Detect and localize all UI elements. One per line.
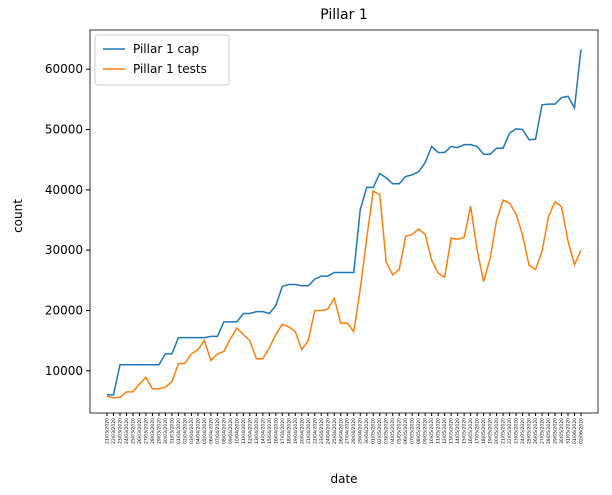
legend-label: Pillar 1 tests <box>133 62 207 76</box>
x-tick-label: 23/03/2020 <box>117 418 123 444</box>
x-tick-label: 26/05/2020 <box>533 418 539 444</box>
legend-label: Pillar 1 cap <box>133 42 199 56</box>
x-tick-label: 07/04/2020 <box>215 418 221 444</box>
x-tick-label: 06/04/2020 <box>208 418 214 444</box>
x-tick-label: 24/05/2020 <box>520 418 526 444</box>
x-tick-label: 26/04/2020 <box>338 418 344 444</box>
x-tick-label: 03/04/2020 <box>189 418 195 444</box>
x-tick-label: 20/04/2020 <box>299 418 305 444</box>
y-tick-label: 20000 <box>45 303 83 317</box>
x-tick-label: 21/03/2020 <box>105 418 111 444</box>
y-tick-label: 40000 <box>45 183 83 197</box>
x-tick-label: 30/03/2020 <box>163 418 169 444</box>
x-tick-label: 05/04/2020 <box>202 418 208 444</box>
x-tick-label: 23/05/2020 <box>514 418 520 444</box>
x-tick-label: 20/05/2020 <box>494 418 500 444</box>
x-tick-label: 11/05/2020 <box>436 418 442 444</box>
x-tick-label: 13/04/2020 <box>254 418 260 444</box>
x-tick-label: 27/05/2020 <box>540 418 546 444</box>
x-tick-label: 14/05/2020 <box>455 418 461 444</box>
x-tick-label: 28/05/2020 <box>546 418 552 444</box>
x-tick-label: 29/05/2020 <box>553 418 559 444</box>
x-tick-label: 31/03/2020 <box>169 418 175 444</box>
x-tick-label: 30/04/2020 <box>364 418 370 444</box>
x-axis-label: date <box>330 472 357 486</box>
x-tick-label: 26/03/2020 <box>137 418 143 444</box>
x-tick-label: 17/05/2020 <box>475 418 481 444</box>
x-tick-label: 17/04/2020 <box>280 418 286 444</box>
x-tick-label: 25/04/2020 <box>332 418 338 444</box>
x-tick-label: 22/05/2020 <box>507 418 513 444</box>
x-tick-label: 01/06/2020 <box>572 418 578 444</box>
x-tick-label: 23/04/2020 <box>319 418 325 444</box>
x-tick-label: 21/05/2020 <box>501 418 507 444</box>
legend-box <box>94 34 230 86</box>
line-series <box>107 49 582 396</box>
x-tick-label: 31/05/2020 <box>566 418 572 444</box>
chart-title: Pillar 1 <box>320 7 368 23</box>
x-tick-label: 03/05/2020 <box>384 418 390 444</box>
x-tick-label: 12/04/2020 <box>247 418 253 444</box>
x-tick-label: 18/05/2020 <box>481 418 487 444</box>
x-tick-label: 09/05/2020 <box>423 418 429 444</box>
x-tick-label: 24/03/2020 <box>124 418 130 444</box>
x-tick-label: 02/06/2020 <box>579 418 585 444</box>
x-tick-label: 08/05/2020 <box>416 418 422 444</box>
x-tick-label: 04/05/2020 <box>390 418 396 444</box>
x-tick-label: 19/05/2020 <box>488 418 494 444</box>
x-tick-label: 29/03/2020 <box>156 418 162 444</box>
y-axis-label: count <box>11 199 25 233</box>
x-tick-label: 18/04/2020 <box>286 418 292 444</box>
y-tick-label: 10000 <box>45 364 83 378</box>
x-tick-label: 09/04/2020 <box>228 418 234 444</box>
x-tick-label: 30/05/2020 <box>559 418 565 444</box>
x-tick-label: 11/04/2020 <box>241 418 247 444</box>
x-tick-label: 15/04/2020 <box>267 418 273 444</box>
x-tick-label: 10/05/2020 <box>429 418 435 444</box>
x-tick-label: 27/04/2020 <box>345 418 351 444</box>
x-tick-label: 22/03/2020 <box>111 418 117 444</box>
x-tick-label: 22/04/2020 <box>312 418 318 444</box>
x-tick-label: 24/04/2020 <box>325 418 331 444</box>
y-tick-label: 60000 <box>45 62 83 76</box>
x-tick-label: 25/05/2020 <box>527 418 533 444</box>
x-tick-label: 02/04/2020 <box>182 418 188 444</box>
x-tick-label: 04/04/2020 <box>195 418 201 444</box>
x-tick-label: 15/05/2020 <box>462 418 468 444</box>
x-tick-label: 10/04/2020 <box>234 418 240 444</box>
x-tick-label: 14/04/2020 <box>260 418 266 444</box>
x-tick-label: 19/04/2020 <box>293 418 299 444</box>
x-tick-label: 16/05/2020 <box>468 418 474 444</box>
x-tick-label: 29/04/2020 <box>358 418 364 444</box>
x-tick-label: 01/05/2020 <box>371 418 377 444</box>
y-tick-label: 30000 <box>45 243 83 257</box>
line-series <box>106 189 582 399</box>
x-tick-label: 13/05/2020 <box>449 418 455 444</box>
axes-frame <box>89 29 599 414</box>
x-tick-label: 05/05/2020 <box>397 418 403 444</box>
x-tick-label: 07/05/2020 <box>410 418 416 444</box>
y-tick-label: 50000 <box>45 123 83 137</box>
x-tick-label: 28/04/2020 <box>351 418 357 444</box>
x-tick-label: 06/05/2020 <box>403 418 409 444</box>
x-tick-label: 28/03/2020 <box>150 418 156 444</box>
x-tick-label: 21/04/2020 <box>306 418 312 444</box>
x-tick-label: 01/04/2020 <box>176 418 182 444</box>
x-tick-label: 16/04/2020 <box>273 418 279 444</box>
x-tick-label: 12/05/2020 <box>442 418 448 444</box>
x-tick-label: 02/05/2020 <box>377 418 383 444</box>
x-tick-label: 08/04/2020 <box>221 418 227 444</box>
x-tick-label: 25/03/2020 <box>130 418 136 444</box>
x-tick-label: 27/03/2020 <box>143 418 149 444</box>
